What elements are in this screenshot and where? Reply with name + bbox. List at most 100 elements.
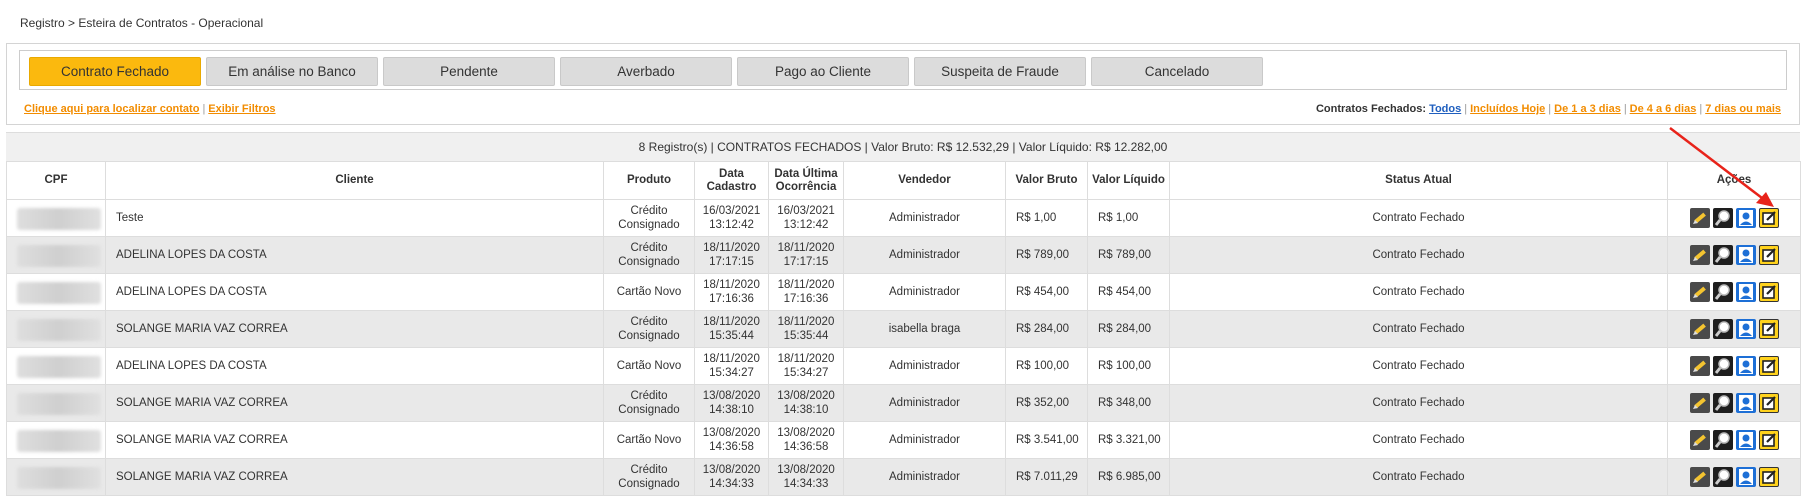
table-row[interactable]: SOLANGE MARIA VAZ CORREA Cartão Novo 13/08… [6, 421, 1801, 459]
magnifier-icon[interactable] [1712, 356, 1733, 376]
acoes-cell [1667, 421, 1801, 459]
link-7-dias[interactable]: 7 dias ou mais [1705, 103, 1781, 115]
separator: | [1623, 103, 1627, 115]
edit-icon[interactable] [1758, 393, 1779, 413]
pencil-icon[interactable] [1689, 208, 1710, 228]
pencil-icon[interactable] [1689, 356, 1710, 376]
magnifier-icon[interactable] [1712, 245, 1733, 265]
user-icon[interactable] [1735, 356, 1756, 376]
tab-cancelado[interactable]: Cancelado [1091, 57, 1263, 86]
period-links: Contratos Fechados: Todos | Incluídos Hoje… [1316, 103, 1781, 115]
edit-icon[interactable] [1758, 356, 1779, 376]
blurred-cpf [17, 319, 101, 341]
status-cell: Contrato Fechado [1169, 310, 1668, 348]
data-cadastro-cell: 13/08/2020 14:36:58 [694, 421, 769, 459]
link-1-3-dias[interactable]: De 1 a 3 dias [1554, 103, 1621, 115]
col-vendedor: Vendedor [843, 161, 1006, 200]
date: 13/08/2020 [777, 390, 835, 402]
edit-icon[interactable] [1758, 208, 1779, 228]
user-icon[interactable] [1735, 430, 1756, 450]
col-data-ultima: Data Última Ocorrência [768, 161, 844, 200]
user-icon[interactable] [1735, 282, 1756, 302]
cpf-cell [6, 310, 106, 348]
link-4-6-dias[interactable]: De 4 a 6 dias [1629, 103, 1697, 115]
edit-icon[interactable] [1758, 319, 1779, 339]
table-row[interactable]: SOLANGE MARIA VAZ CORREA Crédito Consigna… [6, 458, 1801, 496]
edit-icon[interactable] [1758, 282, 1779, 302]
date: 18/11/2020 [703, 279, 760, 291]
table-row[interactable]: SOLANGE MARIA VAZ CORREA Crédito Consigna… [6, 310, 1801, 348]
col-status: Status Atual [1169, 161, 1668, 200]
action-buttons [1668, 356, 1800, 376]
valor-bruto-cell: R$ 3.541,00 [1005, 421, 1088, 459]
produto-cell: Cartão Novo [603, 273, 695, 311]
link-todos[interactable]: Todos [1429, 103, 1462, 115]
table-row[interactable]: ADELINA LOPES DA COSTA Cartão Novo 18/11/2… [6, 273, 1801, 311]
tab-pendente[interactable]: Pendente [383, 57, 555, 86]
user-icon[interactable] [1735, 467, 1756, 487]
time: 15:35:44 [709, 330, 754, 342]
cliente-cell: Teste [105, 199, 604, 237]
produto-cell: Crédito Consignado [603, 199, 695, 237]
link-incluidos-hoje[interactable]: Incluídos Hoje [1470, 103, 1546, 115]
tab-em-analise[interactable]: Em análise no Banco [206, 57, 378, 86]
user-icon[interactable] [1735, 319, 1756, 339]
valor-bruto-cell: R$ 789,00 [1005, 236, 1088, 274]
breadcrumb: Registro > Esteira de Contratos - Operac… [20, 16, 264, 30]
magnifier-icon[interactable] [1712, 282, 1733, 302]
separator: | [1699, 103, 1703, 115]
action-buttons [1668, 393, 1800, 413]
user-icon[interactable] [1735, 245, 1756, 265]
magnifier-icon[interactable] [1712, 467, 1733, 487]
col-cpf: CPF [6, 161, 106, 200]
cpf-cell [6, 458, 106, 496]
magnifier-icon[interactable] [1712, 208, 1733, 228]
col-valor-bruto: Valor Bruto [1005, 161, 1088, 200]
summary-bar: 8 Registro(s) | CONTRATOS FECHADOS | Val… [6, 132, 1800, 161]
magnifier-icon[interactable] [1712, 393, 1733, 413]
magnifier-icon[interactable] [1712, 430, 1733, 450]
user-icon[interactable] [1735, 393, 1756, 413]
table-row[interactable]: ADELINA LOPES DA COSTA Crédito Consignado… [6, 236, 1801, 274]
col-valor-liquido: Valor Líquido [1087, 161, 1170, 200]
pencil-icon[interactable] [1689, 430, 1710, 450]
cliente-cell: SOLANGE MARIA VAZ CORREA [105, 384, 604, 422]
pencil-icon[interactable] [1689, 467, 1710, 487]
pencil-icon[interactable] [1689, 282, 1710, 302]
edit-icon[interactable] [1758, 430, 1779, 450]
tab-suspeita-fraude[interactable]: Suspeita de Fraude [914, 57, 1086, 86]
acoes-cell [1667, 347, 1801, 385]
valor-bruto-cell: R$ 1,00 [1005, 199, 1088, 237]
status-cell: Contrato Fechado [1169, 384, 1668, 422]
edit-icon[interactable] [1758, 245, 1779, 265]
status-cell: Contrato Fechado [1169, 458, 1668, 496]
acoes-cell [1667, 384, 1801, 422]
action-buttons [1668, 319, 1800, 339]
blurred-cpf [17, 208, 101, 230]
vendedor-cell: Administrador [843, 273, 1006, 311]
edit-icon[interactable] [1758, 467, 1779, 487]
table-row[interactable]: SOLANGE MARIA VAZ CORREA Crédito Consigna… [6, 384, 1801, 422]
locate-contact-link[interactable]: Clique aqui para localizar contato [24, 103, 200, 115]
table-row[interactable]: Teste Crédito Consignado 16/03/2021 13:12:4… [6, 199, 1801, 237]
tab-contrato-fechado[interactable]: Contrato Fechado [29, 57, 201, 86]
show-filters-link[interactable]: Exibir Filtros [208, 103, 276, 115]
cliente-cell: SOLANGE MARIA VAZ CORREA [105, 458, 604, 496]
status-cell: Contrato Fechado [1169, 273, 1668, 311]
pencil-icon[interactable] [1689, 393, 1710, 413]
tab-pago-ao-cliente[interactable]: Pago ao Cliente [737, 57, 909, 86]
col-cliente: Cliente [105, 161, 604, 200]
data-cadastro-cell: 13/08/2020 14:38:10 [694, 384, 769, 422]
magnifier-icon[interactable] [1712, 319, 1733, 339]
data-cadastro-cell: 18/11/2020 15:35:44 [694, 310, 769, 348]
date: 13/08/2020 [777, 464, 835, 476]
user-icon[interactable] [1735, 208, 1756, 228]
cliente-cell: SOLANGE MARIA VAZ CORREA [105, 421, 604, 459]
time: 14:34:33 [709, 478, 754, 490]
pencil-icon[interactable] [1689, 319, 1710, 339]
table-row[interactable]: ADELINA LOPES DA COSTA Cartão Novo 18/11/2… [6, 347, 1801, 385]
separator: | [202, 103, 206, 115]
col-data-cadastro: Data Cadastro [694, 161, 769, 200]
pencil-icon[interactable] [1689, 245, 1710, 265]
tab-averbado[interactable]: Averbado [560, 57, 732, 86]
